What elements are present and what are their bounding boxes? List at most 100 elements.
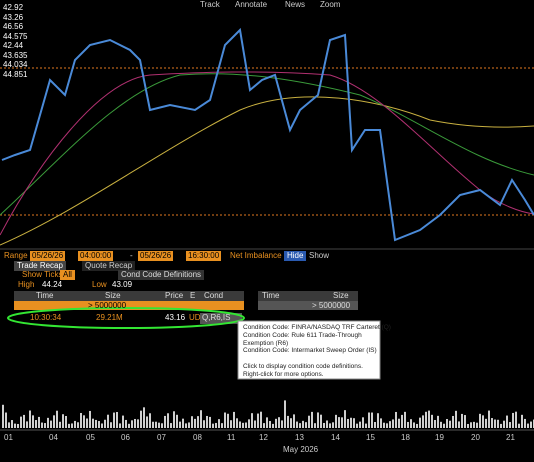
- volume-bar: [266, 417, 268, 428]
- volume-bar: [386, 423, 388, 428]
- price-labels-n0: 42.92: [3, 3, 24, 12]
- controls-end-date[interactable]: 05/26/26: [138, 251, 174, 261]
- volume-bar: [194, 418, 196, 428]
- volume-bar: [191, 416, 193, 428]
- volume-bar: [278, 417, 280, 428]
- controls-low: 43.09: [112, 280, 133, 289]
- volume-bar: [104, 419, 106, 428]
- x-labels-n12: 19: [435, 433, 444, 442]
- volume-bar: [146, 416, 148, 428]
- volume-bar: [404, 411, 406, 428]
- volume-bar: [212, 423, 214, 428]
- headers-n4: Cond: [204, 291, 224, 300]
- volume-bar: [410, 419, 412, 428]
- lines-n0: Condition Code: FINRA/NASDAQ TRF Cartere…: [243, 324, 391, 331]
- controls-high: 44.24: [42, 280, 63, 289]
- volume-bar: [176, 414, 178, 428]
- volume-bar: [350, 417, 352, 428]
- lines-n1: Condition Code: Rule 611 Trade-Through: [243, 331, 362, 339]
- tabs-n0[interactable]: Trade Recap: [14, 261, 66, 271]
- items-n1[interactable]: Annotate: [235, 0, 268, 9]
- x-labels-n1: 04: [49, 433, 58, 442]
- volume-bar: [230, 420, 232, 428]
- volume-bar: [326, 420, 328, 428]
- volume-bar: [506, 415, 508, 428]
- volume-bar: [59, 421, 61, 428]
- n0-n3[interactable]: UD: [189, 313, 201, 322]
- volume-bar: [269, 421, 271, 428]
- volume-bar: [17, 423, 19, 428]
- x-labels-n14: 21: [506, 433, 515, 442]
- volume-bar: [116, 411, 118, 428]
- volume-bar: [197, 416, 199, 428]
- volume-bar: [356, 423, 358, 428]
- controls-cond-code-definitions[interactable]: Cond Code Definitions: [118, 270, 205, 280]
- volume-bar: [257, 413, 259, 428]
- controls-hide[interactable]: Hide: [284, 251, 307, 261]
- controls-dash: -: [130, 251, 133, 260]
- volume-bar: [242, 422, 244, 428]
- volume-bar: [530, 421, 532, 428]
- cond-cell-bg: [200, 313, 242, 324]
- volume-bar: [122, 415, 124, 428]
- volume-bar: [62, 414, 64, 428]
- volume-bar: [392, 419, 394, 428]
- volume-bar: [8, 422, 10, 428]
- volume-bar: [500, 423, 502, 428]
- n0-n1[interactable]: 29.21M: [96, 313, 123, 322]
- volume-bar: [482, 415, 484, 428]
- x-labels-n6: 11: [227, 433, 236, 442]
- volume-bar: [71, 423, 73, 428]
- items-n0[interactable]: Track: [200, 0, 220, 9]
- moving-average: [0, 73, 534, 216]
- volume-bar: [275, 418, 277, 428]
- volume-bar: [83, 415, 85, 428]
- items-n3[interactable]: Zoom: [320, 0, 341, 9]
- volume-bar: [488, 410, 490, 428]
- volume-bar: [374, 422, 376, 428]
- items-n2[interactable]: News: [285, 0, 306, 9]
- volume-bar: [209, 416, 211, 428]
- controls-end-time[interactable]: 16:30:00: [186, 251, 222, 261]
- volume-bar: [512, 412, 514, 428]
- volume-bar: [206, 415, 208, 428]
- volume-bar: [68, 423, 70, 428]
- volume-bar: [239, 421, 241, 428]
- volume-bar: [467, 423, 469, 428]
- volume-bar: [416, 423, 418, 428]
- volume-bar: [110, 422, 112, 428]
- volume-bar: [332, 422, 334, 428]
- volume-bar: [128, 423, 130, 428]
- volume-bar: [422, 415, 424, 428]
- volume-bar: [44, 423, 46, 428]
- volume-bar: [347, 418, 349, 428]
- n0-n2[interactable]: 43.16: [165, 313, 186, 322]
- volume-bar: [311, 411, 313, 428]
- volume-bar: [455, 410, 457, 428]
- volume-bar: [425, 411, 427, 428]
- controls-ticks-value[interactable]: All: [60, 270, 75, 280]
- volume-bar: [56, 410, 58, 428]
- controls-show[interactable]: Show: [309, 251, 330, 260]
- separator: [0, 248, 534, 250]
- table-filter: > 5000000: [88, 301, 127, 310]
- volume-bar: [437, 415, 439, 428]
- controls-start-date[interactable]: 05/26/26: [30, 251, 66, 261]
- x-labels-n13: 20: [471, 433, 480, 442]
- headers-n1: Size: [105, 291, 121, 300]
- volume-bar: [407, 421, 409, 428]
- volume-bar: [449, 420, 451, 428]
- volume-bar: [89, 410, 91, 428]
- tabs-n1[interactable]: Quote Recap: [82, 261, 136, 271]
- volume-bar: [497, 419, 499, 428]
- volume-bar: [5, 412, 7, 428]
- filter-row-bg: [14, 301, 244, 310]
- volume-bar: [494, 419, 496, 428]
- n0-n0[interactable]: 10:30:34: [30, 313, 62, 322]
- volume-bar: [428, 410, 430, 428]
- volume-bar: [2, 404, 4, 428]
- volume-bar: [158, 422, 160, 428]
- price-labels-n3: 44.575: [3, 31, 28, 41]
- n0-n4[interactable]: Q,R6,IS: [202, 313, 231, 322]
- controls-start-time[interactable]: 04:00:00: [78, 251, 114, 261]
